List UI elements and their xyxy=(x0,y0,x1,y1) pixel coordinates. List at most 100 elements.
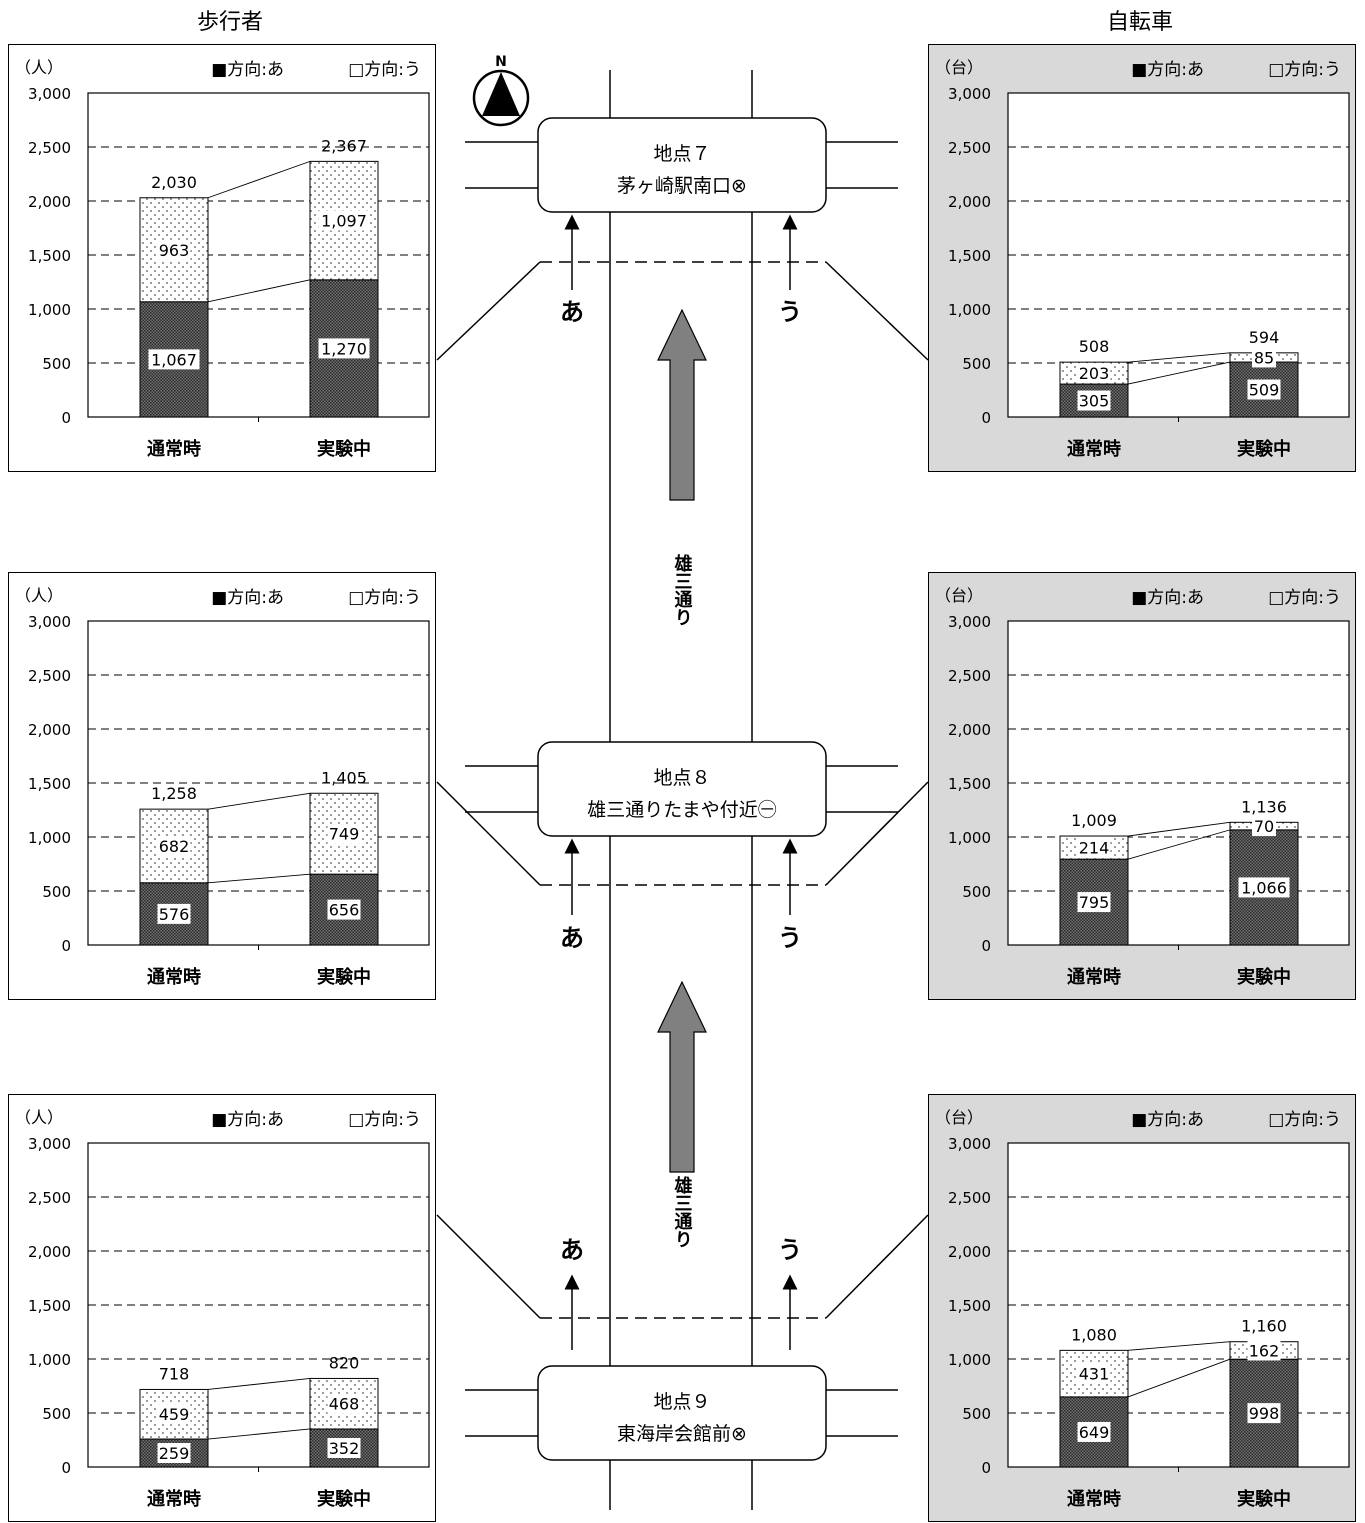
total-label: 1,405 xyxy=(321,768,367,787)
total-label: 718 xyxy=(159,1364,190,1383)
total-label: 820 xyxy=(329,1353,360,1372)
chart-panel-bicycle-point9: 0 500 1,000 1,500 2,000 2,500 3,000 （台） ■方向:あ □方向… xyxy=(928,1094,1356,1522)
connector-line-dir-a xyxy=(1127,829,1231,860)
value-label-dir-a-bg xyxy=(1247,1403,1281,1424)
y-tick-label: 3,000 xyxy=(948,1135,991,1153)
total-label: 2,367 xyxy=(321,136,367,155)
value-label-dir-a: 352 xyxy=(329,1439,360,1458)
y-tick-label: 2,000 xyxy=(28,721,71,739)
total-label: 1,136 xyxy=(1241,797,1287,816)
value-label-dir-a-bg xyxy=(1077,892,1111,913)
y-tick-label: 3,000 xyxy=(28,613,71,631)
total-label: 594 xyxy=(1249,328,1280,347)
value-label-dir-a: 1,067 xyxy=(151,350,197,369)
y-tick-label: 1,500 xyxy=(28,775,71,793)
value-label-dir-u: 431 xyxy=(1079,1365,1110,1384)
y-tick-label: 500 xyxy=(42,1405,71,1423)
x-category-label: 通常時 xyxy=(147,966,201,988)
survey-lines xyxy=(436,261,929,1319)
unit-label: （台） xyxy=(935,1108,983,1127)
value-label-dir-a: 656 xyxy=(329,901,360,920)
north-arrow-icon: N xyxy=(472,54,530,127)
value-label-dir-u: 70 xyxy=(1254,817,1274,836)
y-tick-label: 2,500 xyxy=(28,139,71,157)
unit-label: （人） xyxy=(15,586,63,605)
value-label-dir-a: 1,066 xyxy=(1241,878,1287,897)
connector-line-total xyxy=(1127,821,1231,837)
y-tick-label: 2,000 xyxy=(948,193,991,211)
y-tick-label: 500 xyxy=(42,355,71,373)
y-tick-label: 2,500 xyxy=(28,667,71,685)
point-box-7: 地点７ 茅ヶ崎駅南口⊗ xyxy=(537,117,827,213)
y-tick-label: 2,000 xyxy=(948,1243,991,1261)
y-tick-label: 3,000 xyxy=(28,1135,71,1153)
y-tick-label: 1,500 xyxy=(28,247,71,265)
connector-line-total xyxy=(207,160,311,199)
value-label-dir-a-bg xyxy=(148,349,200,370)
value-label-dir-a-bg xyxy=(157,1443,191,1464)
unit-label: （台） xyxy=(935,586,983,605)
total-label: 1,009 xyxy=(1071,811,1117,830)
value-label-dir-u-bg xyxy=(1252,816,1276,837)
value-label-dir-a: 1,270 xyxy=(321,339,367,358)
y-tick-label: 0 xyxy=(981,937,991,955)
connector-line-dir-a xyxy=(207,1428,311,1440)
value-label-dir-u-bg xyxy=(318,210,370,231)
y-tick-label: 1,500 xyxy=(28,1297,71,1315)
dir-a-label: あ xyxy=(560,298,584,326)
value-label-dir-a: 576 xyxy=(159,905,190,924)
value-label-dir-u: 214 xyxy=(1079,839,1110,858)
value-label-dir-u-bg xyxy=(157,835,191,856)
y-tick-label: 1,500 xyxy=(948,775,991,793)
total-label: 1,258 xyxy=(151,784,197,803)
value-label-dir-u: 85 xyxy=(1254,348,1274,367)
legend-dir-u: □方向:う xyxy=(348,1110,421,1130)
value-label-dir-u-bg xyxy=(1077,363,1111,384)
y-tick-label: 2,500 xyxy=(28,1189,71,1207)
road-name-label: 雄三通り xyxy=(672,1175,694,1248)
legend-dir-a: ■方向:あ xyxy=(211,1110,284,1130)
x-category-label: 実験中 xyxy=(1237,966,1291,988)
connector-line-dir-a xyxy=(1127,361,1231,385)
x-category-label: 通常時 xyxy=(1067,966,1121,988)
legend-dir-u: □方向:う xyxy=(348,588,421,608)
y-tick-label: 500 xyxy=(962,1405,991,1423)
y-tick-label: 500 xyxy=(42,883,71,901)
unit-label: （人） xyxy=(15,1108,63,1127)
legend-dir-a: ■方向:あ xyxy=(211,60,284,80)
total-label: 2,030 xyxy=(151,173,197,192)
chart-panel-pedestrian-point8: 0 500 1,000 1,500 2,000 2,500 3,000 （人） ■方向:あ □方向… xyxy=(8,572,436,1000)
svg-text:地点７: 地点７ xyxy=(653,143,710,165)
y-tick-label: 1,000 xyxy=(28,1351,71,1369)
value-label-dir-a-bg xyxy=(157,903,191,924)
connector-line-total xyxy=(207,1377,311,1390)
y-tick-label: 3,000 xyxy=(948,613,991,631)
x-category-label: 実験中 xyxy=(317,438,371,460)
unit-label: （台） xyxy=(935,58,983,77)
y-tick-label: 1,500 xyxy=(948,247,991,265)
x-category-label: 実験中 xyxy=(317,966,371,988)
y-tick-label: 0 xyxy=(61,937,71,955)
y-tick-label: 1,000 xyxy=(28,829,71,847)
value-label-dir-u: 203 xyxy=(1079,364,1110,383)
dir-u-label: う xyxy=(778,924,802,952)
y-tick-label: 0 xyxy=(981,409,991,427)
y-tick-label: 0 xyxy=(61,409,71,427)
dir-u-label: う xyxy=(778,298,802,326)
x-category-label: 実験中 xyxy=(317,1488,371,1510)
value-label-dir-u: 749 xyxy=(329,825,360,844)
svg-text:東海岸会館前⊗: 東海岸会館前⊗ xyxy=(617,1423,747,1445)
value-label-dir-u: 162 xyxy=(1249,1341,1280,1360)
dir-a-label: あ xyxy=(560,924,584,952)
y-tick-label: 2,000 xyxy=(28,1243,71,1261)
x-category-label: 通常時 xyxy=(147,1488,201,1510)
value-label-dir-u-bg xyxy=(157,239,191,260)
value-label-dir-u-bg xyxy=(1247,1340,1281,1361)
total-label: 1,160 xyxy=(1241,1317,1287,1336)
chart-panel-bicycle-point7: 0 500 1,000 1,500 2,000 2,500 3,000 （台） ■方向:あ □方向… xyxy=(928,44,1356,472)
chart-panel-pedestrian-point9: 0 500 1,000 1,500 2,000 2,500 3,000 （人） ■方向:あ □方向… xyxy=(8,1094,436,1522)
y-tick-label: 2,500 xyxy=(948,139,991,157)
y-tick-label: 3,000 xyxy=(948,85,991,103)
value-label-dir-u: 1,097 xyxy=(321,212,367,231)
x-category-label: 通常時 xyxy=(1067,1488,1121,1510)
